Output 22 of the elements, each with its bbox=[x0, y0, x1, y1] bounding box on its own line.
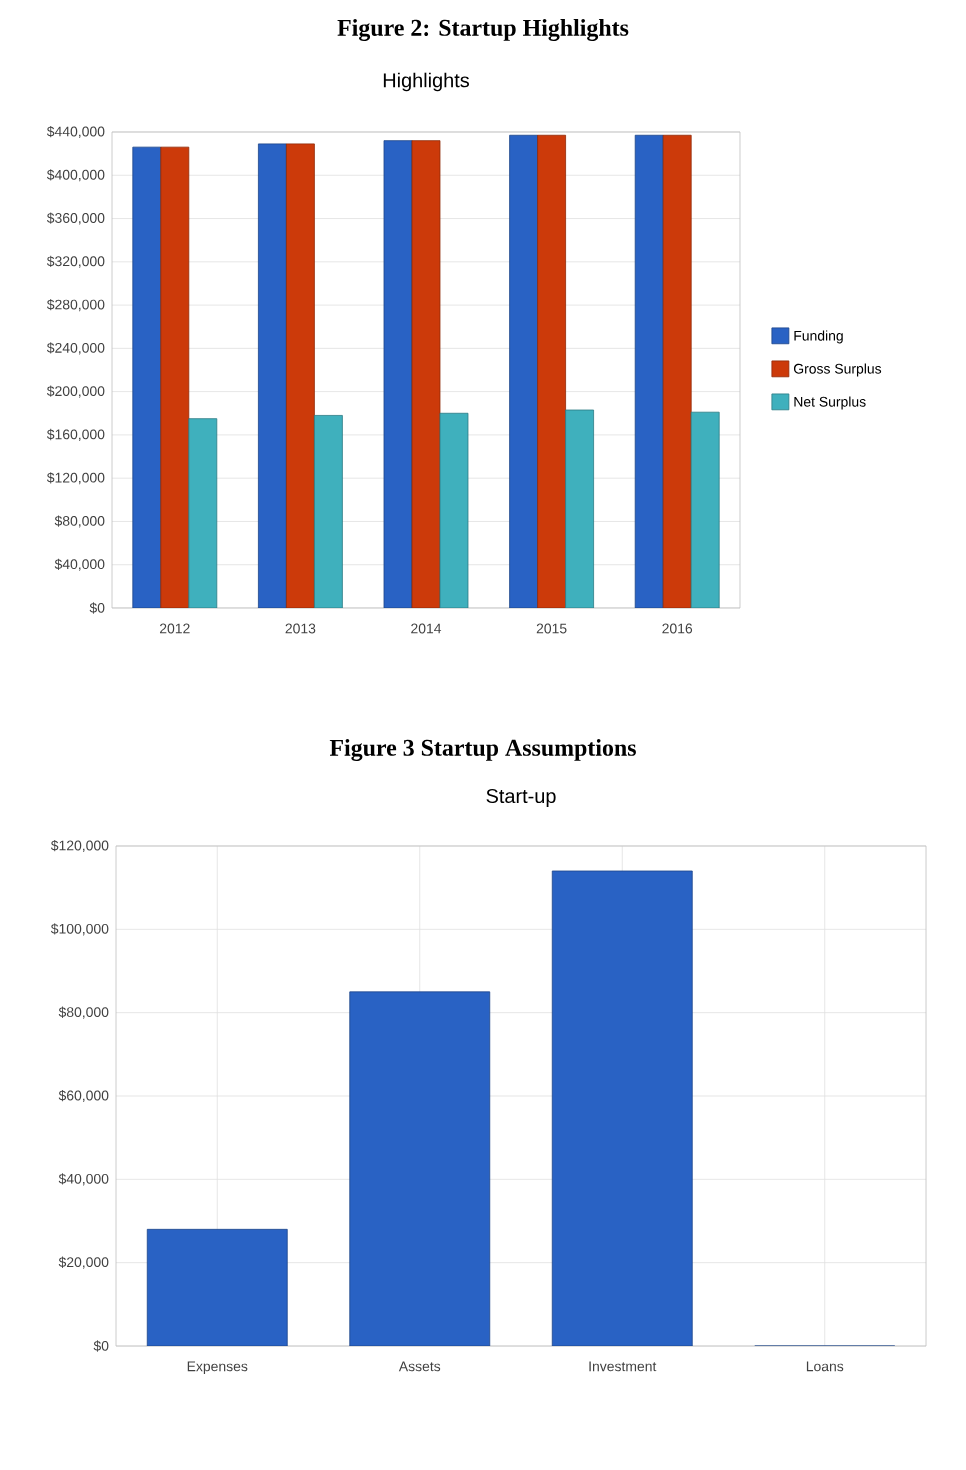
bar bbox=[690, 411, 720, 608]
bar bbox=[537, 134, 566, 608]
bar bbox=[160, 146, 190, 608]
bar bbox=[509, 134, 538, 608]
chart-title: Figure 3 Startup Assumptions bbox=[329, 739, 636, 761]
bar bbox=[565, 409, 594, 608]
bar bbox=[132, 146, 162, 608]
bar bbox=[286, 143, 315, 608]
bar bbox=[662, 134, 692, 608]
chart-subtitle: Highlights bbox=[383, 72, 470, 92]
bar bbox=[258, 143, 287, 608]
bar bbox=[383, 140, 413, 608]
bar bbox=[349, 991, 491, 1346]
bar bbox=[634, 134, 664, 608]
bar bbox=[439, 412, 469, 608]
chart-subtitle: Start-up bbox=[486, 788, 556, 808]
bar bbox=[551, 870, 693, 1346]
bar bbox=[411, 140, 441, 608]
bar bbox=[188, 418, 218, 608]
chart-title: Figure 2: Startup Highlights bbox=[337, 19, 629, 41]
bar bbox=[147, 1229, 288, 1346]
bar bbox=[314, 415, 343, 608]
